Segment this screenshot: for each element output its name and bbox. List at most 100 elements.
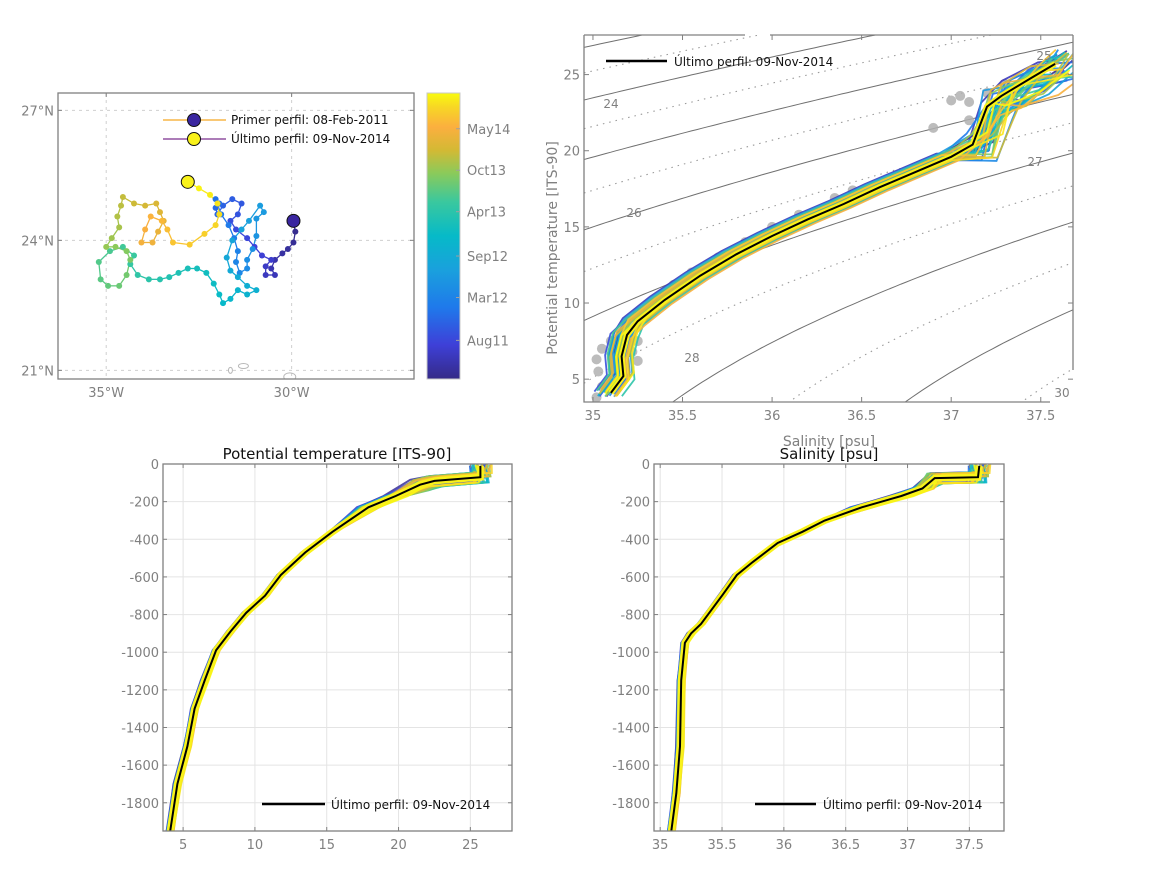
trajectory-segment bbox=[248, 205, 261, 222]
profile-position-point bbox=[214, 200, 221, 207]
density-contour-dotted bbox=[584, 122, 1073, 273]
ts-ytick-label: 20 bbox=[563, 145, 580, 160]
density-contour-label: 30 bbox=[1054, 386, 1069, 400]
profile-position-point bbox=[131, 252, 138, 259]
profile-position-point bbox=[290, 239, 297, 246]
ts-profile-line bbox=[608, 72, 1069, 390]
legend-label-first: Primer perfil: 08-Feb-2011 bbox=[231, 113, 389, 127]
density-contour-dotted bbox=[584, 67, 1073, 194]
ytick-label: -1000 bbox=[612, 646, 650, 661]
ts-profile-line bbox=[593, 53, 1052, 393]
ts-xtick-label: 36.5 bbox=[847, 409, 876, 424]
profile-position-point bbox=[116, 224, 123, 231]
profile-position-point bbox=[112, 243, 119, 250]
profile-position-point bbox=[220, 300, 227, 307]
ts-last-profile-line bbox=[610, 63, 1056, 394]
legend-marker-last bbox=[187, 132, 201, 146]
profile-position-point bbox=[195, 185, 202, 192]
profile-line bbox=[669, 470, 979, 831]
ts-xlabel: Salinity [psu] bbox=[783, 434, 875, 450]
profile-position-point bbox=[260, 209, 267, 216]
ytick-label: -1800 bbox=[121, 797, 159, 812]
xtick-label: 15 bbox=[318, 838, 335, 853]
profile-position-point bbox=[97, 276, 104, 283]
ts-ytick-label: 5 bbox=[572, 373, 580, 388]
ytick-label: -1200 bbox=[121, 684, 159, 699]
map-ytick-label: 27°N bbox=[21, 104, 54, 119]
ts-xtick-label: 35.5 bbox=[668, 409, 697, 424]
temperature-profile-axes: Potential temperature [ITS-90] 5 10 15 20 25… bbox=[121, 445, 513, 853]
sal-legend-label: Último perfil: 09-Nov-2014 bbox=[823, 797, 982, 812]
ts-ytick-label: 25 bbox=[563, 69, 580, 84]
profile-line bbox=[669, 470, 984, 831]
colorbar-ticks: Aug11 Mar12 Sep12 Apr13 Oct13 May14 bbox=[456, 123, 510, 349]
profile-line bbox=[668, 470, 980, 831]
colorbar-tick-label: Sep12 bbox=[467, 250, 508, 265]
profile-position-point bbox=[145, 276, 152, 283]
profile-position-point bbox=[103, 243, 110, 250]
ts-last-profile bbox=[608, 61, 1057, 395]
sal-profile-title: Salinity [psu] bbox=[780, 445, 879, 463]
profile-position-point bbox=[244, 291, 251, 298]
last-profile-line bbox=[670, 465, 981, 831]
profile-position-point bbox=[147, 213, 154, 220]
density-contour-dotted bbox=[788, 262, 1073, 402]
profile-line bbox=[672, 470, 988, 831]
density-contour-solid bbox=[584, 35, 878, 101]
sal-last-profile bbox=[667, 465, 983, 831]
profile-position-point bbox=[249, 246, 256, 252]
ts-frame bbox=[583, 34, 1074, 403]
profile-position-point bbox=[253, 233, 260, 239]
climatology-point bbox=[964, 97, 975, 108]
legend-label-last: Último perfil: 09-Nov-2014 bbox=[231, 131, 390, 146]
xtick-label: 25 bbox=[462, 838, 479, 853]
profile-position-point bbox=[184, 265, 191, 272]
profile-position-point bbox=[119, 194, 126, 200]
ts-xtick-label: 35 bbox=[585, 409, 602, 424]
profile-position-point bbox=[238, 226, 245, 233]
xtick-label: 20 bbox=[390, 838, 407, 853]
island-outline bbox=[227, 366, 233, 374]
ts-profile-line bbox=[605, 48, 1057, 392]
map-coastlines bbox=[227, 363, 297, 379]
temp-legend-label: Último perfil: 09-Nov-2014 bbox=[331, 797, 490, 812]
profile-position-point bbox=[229, 237, 236, 244]
profile-position-point bbox=[257, 202, 264, 209]
profile-position-point bbox=[95, 259, 102, 265]
profile-line bbox=[667, 464, 977, 831]
profile-position-point bbox=[244, 282, 251, 289]
profile-line bbox=[672, 470, 987, 831]
xtick-label: 5 bbox=[179, 838, 187, 853]
profile-position-point bbox=[194, 265, 201, 272]
profile-line bbox=[166, 464, 479, 831]
profile-position-point bbox=[284, 246, 291, 252]
ytick-label: -1800 bbox=[612, 797, 650, 812]
map-xtick-label: 30°W bbox=[274, 386, 310, 401]
ts-legend: Último perfil: 09-Nov-2014 bbox=[606, 54, 833, 69]
profile-position-point bbox=[156, 209, 163, 216]
ts-profile-line bbox=[613, 82, 1073, 398]
profile-line bbox=[671, 470, 987, 831]
density-contour-labels: 24 25 26 27 28 30 bbox=[603, 49, 1069, 400]
profile-line bbox=[166, 464, 484, 831]
colorbar: Aug11 Mar12 Sep12 Apr13 Oct13 May14 bbox=[426, 92, 510, 380]
profile-position-point bbox=[149, 239, 156, 246]
colorbar-tick-label: Oct13 bbox=[467, 164, 506, 179]
profile-position-point bbox=[216, 291, 223, 298]
ytick-label: -200 bbox=[129, 496, 159, 511]
profile-position-point bbox=[225, 222, 232, 229]
profile-line bbox=[165, 465, 476, 831]
profile-position-point bbox=[116, 282, 123, 289]
colorbar-gradient bbox=[426, 92, 461, 380]
colorbar-tick-label: Mar12 bbox=[467, 291, 508, 306]
profile-line bbox=[672, 470, 988, 831]
ytick-label: -600 bbox=[620, 571, 650, 586]
profile-position-point bbox=[108, 235, 115, 242]
map-ytick-label: 24°N bbox=[21, 234, 54, 249]
profile-position-point bbox=[212, 222, 219, 229]
profile-position-point bbox=[123, 248, 130, 255]
map-ytick-label: 21°N bbox=[21, 364, 54, 379]
profile-position-point bbox=[138, 239, 145, 246]
profile-line bbox=[670, 470, 983, 831]
ytick-label: -1200 bbox=[612, 684, 650, 699]
